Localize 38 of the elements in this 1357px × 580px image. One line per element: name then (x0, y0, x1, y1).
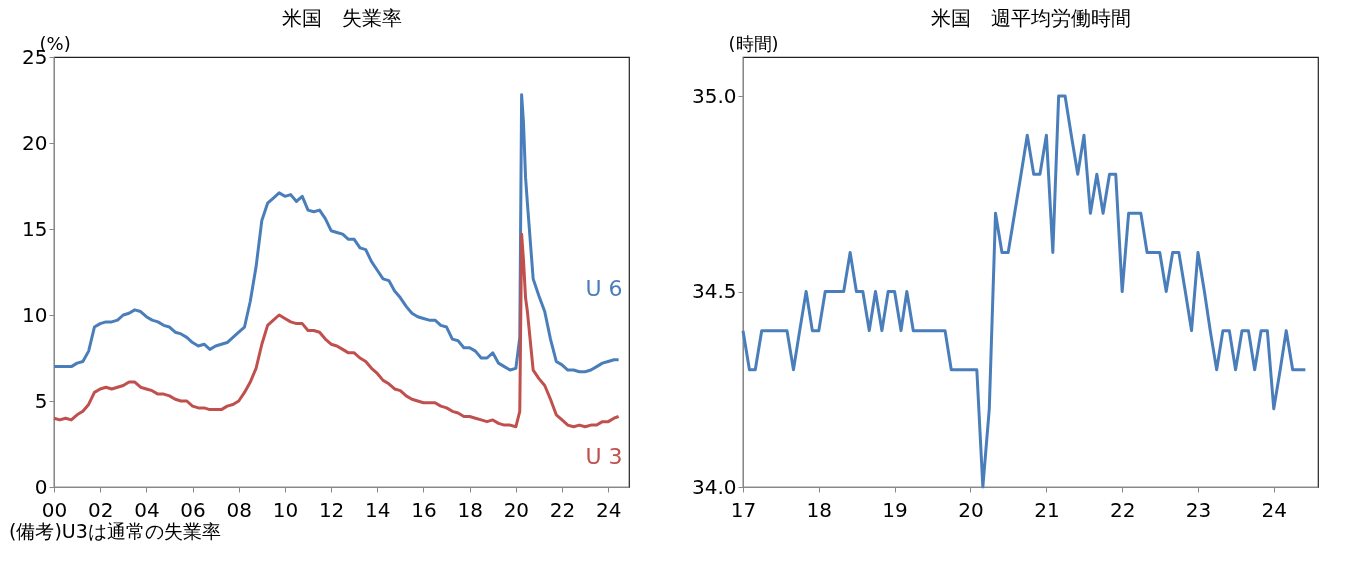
x-tick-label: 23 (1185, 497, 1212, 522)
x-tick-label: 14 (365, 497, 391, 522)
x-tick-label: 17 (730, 497, 757, 522)
x-tick-label: 20 (503, 497, 530, 522)
x-tick-label: 19 (882, 497, 908, 522)
y-tick-label: 34.5 (691, 279, 737, 304)
x-tick-label: 06 (180, 497, 206, 522)
y-tick-label: 34.0 (691, 474, 737, 499)
chart-title: 米国 週平均労働時間 (930, 6, 1131, 30)
x-tick-label: 21 (1034, 497, 1060, 522)
x-tick-label: 02 (87, 497, 114, 522)
y-tick-label: 5 (34, 388, 48, 413)
x-tick-label: 04 (134, 497, 160, 522)
x-tick-label: 08 (226, 497, 252, 522)
y-tick-label: 0 (34, 474, 48, 499)
series-label: U 3 (585, 444, 623, 469)
x-tick-label: 24 (595, 497, 622, 522)
line-series (52, 93, 621, 374)
y-tick-label: 35.0 (691, 83, 737, 108)
y-tick-label: 15 (22, 216, 48, 241)
line-series (52, 232, 621, 429)
y-axis-title: (時間) (728, 32, 779, 54)
x-tick-label: 16 (411, 497, 437, 522)
series-label: U 6 (585, 276, 623, 301)
x-tick-label: 18 (806, 497, 833, 522)
text: (備考)U3は通常の失業率 (9, 520, 221, 542)
x-tick-label: 22 (1109, 497, 1136, 522)
line-series (741, 94, 1307, 489)
y-tick-label: 20 (22, 130, 48, 155)
x-tick-label: 22 (549, 497, 576, 522)
x-tick-label: 24 (1261, 497, 1287, 522)
x-tick-label: 18 (457, 497, 483, 522)
y-tick-label: 10 (22, 302, 48, 327)
x-tick-label: 12 (318, 497, 345, 522)
x-tick-label: 10 (272, 497, 299, 522)
x-tick-label: 00 (41, 497, 68, 522)
chart-title: 米国 失業率 (281, 6, 402, 30)
x-tick-label: 20 (958, 497, 984, 522)
